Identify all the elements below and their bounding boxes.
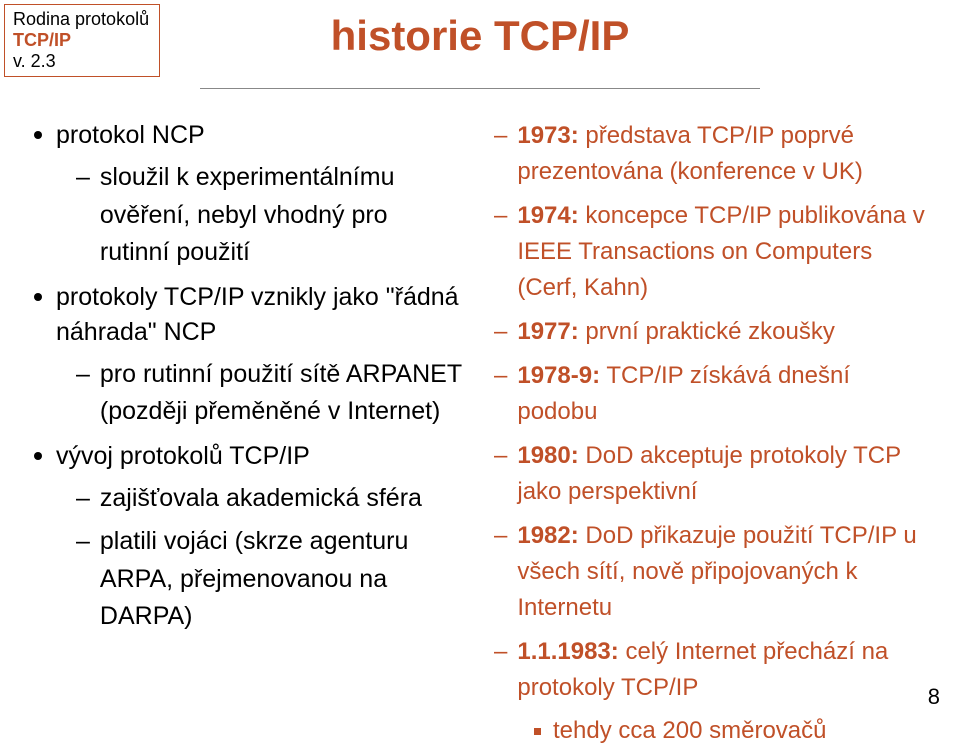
- timeline-item: –1980: DoD akceptuje protokoly TCP jako …: [494, 438, 926, 510]
- timeline-subitem: tehdy cca 200 směrovačů: [534, 714, 926, 749]
- timeline-item: –1973: představa TCP/IP poprvé prezentov…: [494, 118, 926, 190]
- timeline-text: první praktické zkoušky: [579, 318, 835, 345]
- dash-icon: –: [494, 118, 507, 154]
- dash-icon: –: [76, 159, 90, 197]
- dash-icon: –: [76, 356, 90, 394]
- dash-icon: –: [494, 314, 507, 350]
- bullet-dot-icon: [34, 131, 42, 139]
- timeline-text: koncepce TCP/IP publikována v IEEE Trans…: [517, 202, 924, 301]
- bullet-dot-icon: [34, 452, 42, 460]
- timeline-subtext: tehdy cca 200 směrovačů: [553, 714, 826, 749]
- bullet-text: protokoly TCP/IP vznikly jako "řádná náh…: [56, 280, 464, 350]
- sub-item: –platili vojáci (skrze agenturu ARPA, př…: [76, 523, 464, 636]
- dash-icon: –: [76, 480, 90, 518]
- timeline-year: 1977:: [517, 318, 578, 345]
- timeline-item: –1977: první praktické zkoušky: [494, 314, 926, 350]
- timeline-year: 1973:: [517, 122, 578, 149]
- page-number: 8: [928, 684, 940, 710]
- square-icon: [534, 728, 541, 735]
- sub-text: platili vojáci (skrze agenturu ARPA, pře…: [100, 523, 464, 636]
- bullet-item: protokoly TCP/IP vznikly jako "řádná náh…: [34, 280, 464, 431]
- sub-item: –pro rutinní použití sítě ARPANET (pozdě…: [76, 356, 464, 431]
- sub-item: –zajišťovala akademická sféra: [76, 480, 464, 518]
- timeline-year: 1.1.1983:: [517, 638, 618, 665]
- timeline-item: –1978-9: TCP/IP získává dnešní podobu: [494, 358, 926, 430]
- bullet-text: protokol NCP: [56, 118, 205, 153]
- dash-icon: –: [494, 358, 507, 394]
- slide-title: historie TCP/IP: [0, 12, 960, 60]
- left-column: protokol NCP –sloužil k experimentálnímu…: [34, 118, 464, 749]
- columns: protokol NCP –sloužil k experimentálnímu…: [34, 118, 926, 749]
- bullet-item: vývoj protokolů TCP/IP –zajišťovala akad…: [34, 439, 464, 636]
- dash-icon: –: [494, 518, 507, 554]
- timeline-year: 1974:: [517, 202, 578, 229]
- sub-text: sloužil k experimentálnímu ověření, neby…: [100, 159, 464, 272]
- dash-icon: –: [76, 523, 90, 561]
- sub-text: zajišťovala akademická sféra: [100, 480, 422, 518]
- bullet-item: protokol NCP –sloužil k experimentálnímu…: [34, 118, 464, 272]
- timeline-item: –1974: koncepce TCP/IP publikována v IEE…: [494, 198, 926, 306]
- dash-icon: –: [494, 634, 507, 670]
- bullet-text: vývoj protokolů TCP/IP: [56, 439, 310, 474]
- dash-icon: –: [494, 198, 507, 234]
- dash-icon: –: [494, 438, 507, 474]
- sub-item: –sloužil k experimentálnímu ověření, neb…: [76, 159, 464, 272]
- sub-text: pro rutinní použití sítě ARPANET (pozděj…: [100, 356, 464, 431]
- timeline-year: 1980:: [517, 442, 578, 469]
- timeline-item: –1.1.1983: celý Internet přechází na pro…: [494, 634, 926, 706]
- timeline-year: 1978-9:: [517, 362, 600, 389]
- timeline-item: –1982: DoD přikazuje použití TCP/IP u vš…: [494, 518, 926, 626]
- timeline-year: 1982:: [517, 522, 578, 549]
- bullet-dot-icon: [34, 293, 42, 301]
- title-rule: [200, 88, 760, 89]
- right-column: –1973: představa TCP/IP poprvé prezentov…: [494, 118, 926, 749]
